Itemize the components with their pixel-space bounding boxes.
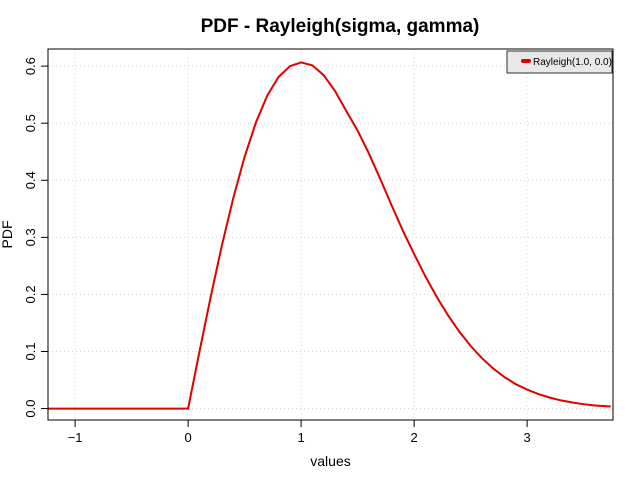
gridlines xyxy=(48,49,613,420)
x-axis: −1 0 1 2 3 xyxy=(68,420,531,445)
legend-label: Rayleigh(1.0, 0.0) xyxy=(533,57,612,68)
y-tick-label: 0.1 xyxy=(23,342,38,360)
x-tick-label: 3 xyxy=(524,430,531,445)
legend: Rayleigh(1.0, 0.0) xyxy=(506,50,613,74)
y-tick-label: 0.4 xyxy=(23,171,38,189)
x-tick-label: 2 xyxy=(411,430,418,445)
series-line xyxy=(48,61,611,410)
legend-box xyxy=(506,50,613,74)
y-axis-label: PDF xyxy=(0,221,15,249)
x-axis-label: values xyxy=(310,453,350,469)
plot-frame xyxy=(47,48,614,421)
y-tick-label: 0.5 xyxy=(23,114,38,132)
y-axis: 0.0 0.1 0.2 0.3 0.4 0.5 0.6 xyxy=(23,57,48,418)
y-tick-label: 0.0 xyxy=(23,400,38,418)
x-tick-label: 0 xyxy=(185,430,192,445)
chart-title: PDF - Rayleigh(sigma, gamma) xyxy=(201,16,480,37)
y-tick-label: 0.2 xyxy=(23,285,38,303)
y-tick-label: 0.6 xyxy=(23,57,38,75)
x-tick-label: −1 xyxy=(68,430,83,445)
y-tick-label: 0.3 xyxy=(23,228,38,246)
x-tick-label: 1 xyxy=(298,430,305,445)
